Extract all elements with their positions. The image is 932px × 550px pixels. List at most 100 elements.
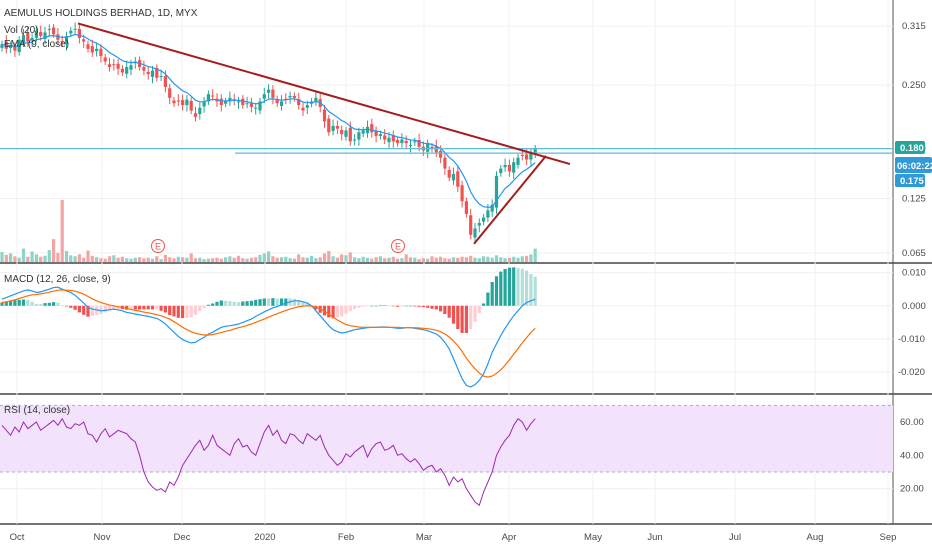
rsi-line bbox=[1, 417, 536, 507]
volume-bar bbox=[396, 258, 400, 262]
volume-bar bbox=[211, 258, 215, 262]
candle-body bbox=[357, 132, 361, 140]
volume-bar bbox=[348, 252, 352, 262]
volume-bar bbox=[245, 258, 249, 262]
candle-body bbox=[228, 97, 232, 102]
volume-bar bbox=[0, 251, 4, 262]
volume-bar bbox=[413, 257, 417, 262]
macd-hist-bar bbox=[331, 305, 335, 319]
macd-hist-bar bbox=[219, 300, 223, 306]
x-tick-label: Oct bbox=[10, 532, 25, 543]
candle-body bbox=[301, 107, 305, 111]
volume-bar bbox=[443, 258, 447, 262]
candle-body bbox=[271, 89, 275, 98]
volume-bar bbox=[30, 251, 34, 262]
volume-bar bbox=[400, 258, 404, 262]
earnings-circle bbox=[151, 239, 165, 253]
macd-hist-bar bbox=[404, 305, 408, 307]
candle-body bbox=[456, 171, 460, 187]
rsi-tick-label: 20.00 bbox=[900, 484, 924, 495]
macd-hist-bar bbox=[142, 305, 146, 310]
candle-body bbox=[297, 99, 301, 106]
macd-hist-bar bbox=[232, 301, 236, 306]
candle-body bbox=[305, 105, 309, 108]
macd-hist-bar bbox=[64, 305, 69, 307]
volume-bar bbox=[159, 259, 163, 262]
macd-tick-label: 0.000 bbox=[902, 301, 926, 312]
macd-hist-bar bbox=[107, 305, 112, 311]
volume-bar bbox=[39, 256, 43, 262]
volume-bar bbox=[284, 256, 288, 262]
candle-body bbox=[344, 130, 348, 137]
candle-body bbox=[112, 64, 116, 66]
macd-hist-bar bbox=[374, 305, 378, 307]
candle-body bbox=[64, 36, 69, 45]
macd-hist-bar bbox=[26, 299, 30, 306]
volume-bar bbox=[69, 255, 73, 262]
volume-bar bbox=[464, 257, 468, 262]
volume-bar bbox=[473, 257, 477, 262]
candle-body bbox=[413, 141, 417, 143]
volume-bar bbox=[138, 257, 142, 262]
macd-hist-bar bbox=[163, 305, 167, 313]
countdown-tag: 06:02:22 bbox=[895, 157, 932, 173]
volume-bar bbox=[17, 257, 21, 262]
macd-hist-bar bbox=[125, 305, 129, 310]
volume-bar bbox=[112, 255, 116, 262]
volume-legend: Vol (20) bbox=[4, 25, 38, 36]
volume-bar bbox=[370, 258, 374, 262]
prev-price-label: 0.175 bbox=[900, 176, 924, 187]
volume-bar bbox=[185, 257, 189, 262]
last-price-label: 0.180 bbox=[900, 143, 924, 154]
earnings-label: E bbox=[155, 242, 161, 252]
macd-hist-bar bbox=[99, 305, 103, 315]
macd-hist-bar bbox=[396, 305, 400, 307]
macd-hist-bar bbox=[413, 305, 417, 307]
volume-bar bbox=[305, 257, 309, 262]
volume-bar bbox=[494, 255, 499, 262]
candle-body bbox=[176, 100, 180, 102]
volume-bar bbox=[107, 256, 112, 262]
volume-bar bbox=[9, 253, 13, 262]
volume-bar bbox=[374, 257, 378, 262]
candle-body bbox=[443, 157, 447, 169]
candle-body bbox=[30, 37, 34, 41]
candle-body bbox=[430, 146, 434, 149]
macd-hist-bar bbox=[82, 305, 86, 315]
macd-hist-bar bbox=[185, 305, 189, 318]
volume-bar bbox=[314, 258, 318, 262]
macd-hist-bar bbox=[486, 292, 490, 306]
rsi-tick-label: 60.00 bbox=[900, 417, 924, 428]
macd-hist-bar bbox=[73, 305, 77, 310]
symbol-title: AEMULUS HOLDINGS BERHAD, 1D, MYX bbox=[4, 8, 198, 19]
earnings-circle bbox=[391, 239, 405, 253]
x-tick-label: Nov bbox=[94, 532, 111, 543]
candle-body bbox=[56, 34, 60, 40]
volume-bar bbox=[189, 253, 193, 262]
candle-body bbox=[77, 28, 81, 38]
volume-bar bbox=[13, 256, 17, 262]
macd-hist-bar bbox=[138, 305, 142, 310]
uptrend-line bbox=[473, 155, 547, 245]
volume-bar bbox=[163, 254, 167, 262]
volume-bar bbox=[516, 257, 520, 262]
candle-body bbox=[275, 99, 279, 104]
candle-body bbox=[163, 76, 167, 87]
macd-hist-bar bbox=[477, 305, 481, 314]
volume-bar bbox=[288, 258, 292, 262]
volume-bar bbox=[176, 256, 180, 262]
volume-bar bbox=[408, 257, 413, 262]
volume-bar bbox=[490, 257, 494, 262]
volume-bar bbox=[404, 254, 408, 262]
candle-body bbox=[206, 94, 210, 102]
candle-body bbox=[120, 68, 124, 73]
candle-body bbox=[262, 94, 266, 99]
candle-body bbox=[60, 41, 64, 43]
x-tick-label: Apr bbox=[502, 532, 517, 543]
volume-bar bbox=[77, 254, 81, 262]
volume-bar bbox=[477, 258, 481, 262]
macd-hist-bar bbox=[499, 271, 503, 306]
candle-body bbox=[314, 97, 318, 102]
macd-hist-bar bbox=[408, 305, 413, 307]
volume-bar bbox=[34, 254, 38, 262]
